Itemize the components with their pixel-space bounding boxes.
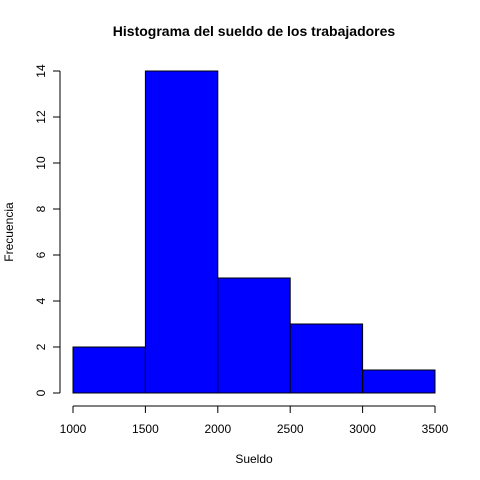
y-tick-label: 4 <box>34 297 48 304</box>
x-tick-label: 2500 <box>277 422 304 436</box>
y-tick-label: 12 <box>34 110 48 124</box>
y-axis-label: Frecuencia <box>2 202 16 262</box>
histogram-bar-1 <box>144 70 219 394</box>
x-tick-label: 3500 <box>422 422 449 436</box>
y-tick-label: 6 <box>34 251 48 258</box>
histogram-bar-3 <box>289 323 364 394</box>
y-tick-label: 10 <box>34 156 48 170</box>
histogram-bar-0 <box>72 346 146 394</box>
histogram-bar-2 <box>217 277 291 394</box>
x-axis-label: Sueldo <box>235 452 273 466</box>
x-tick-label: 1500 <box>132 422 159 436</box>
x-axis: 1000 1500 2000 2500 3000 3500 <box>60 405 449 436</box>
histogram-bar-4 <box>362 369 436 394</box>
bars-group <box>72 70 436 394</box>
x-tick-label: 1000 <box>60 422 87 436</box>
chart-title: Histograma del sueldo de los trabajadore… <box>113 23 396 39</box>
y-tick-label: 2 <box>34 343 48 350</box>
y-tick-label: 14 <box>34 64 48 78</box>
x-tick-label: 3000 <box>349 422 376 436</box>
y-axis: 0 2 4 6 8 10 12 14 <box>34 64 61 396</box>
y-tick-label: 0 <box>34 389 48 396</box>
y-tick-label: 8 <box>34 205 48 212</box>
x-tick-label: 2000 <box>204 422 231 436</box>
